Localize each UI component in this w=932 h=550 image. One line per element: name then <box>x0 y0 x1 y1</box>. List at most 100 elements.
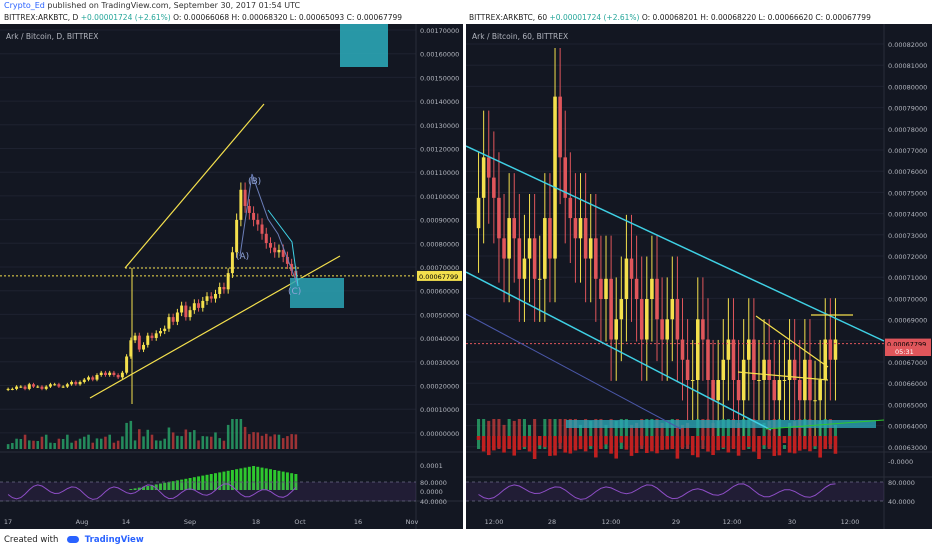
right-candle-body <box>599 278 603 300</box>
left-volume-bar <box>19 439 23 449</box>
right-volume-bar <box>522 419 526 449</box>
left-volume-bar <box>184 429 188 449</box>
right-candle-body <box>787 359 792 381</box>
right-histogram-bar <box>497 436 501 448</box>
right-histogram-bar <box>517 436 522 450</box>
right-price-label: 0.00082000 <box>888 41 927 49</box>
right-candle-body <box>706 339 710 381</box>
right-histogram-bar <box>650 436 654 452</box>
left-candle-body <box>44 386 48 389</box>
left-candle-body <box>48 384 52 387</box>
left-candle-body <box>264 233 268 244</box>
right-candle-body <box>481 157 486 198</box>
left-volume-bar <box>108 434 111 449</box>
left-volume-bar <box>121 436 124 449</box>
left-candle-body <box>120 372 124 378</box>
left-histogram-bar <box>243 467 247 490</box>
left-last-price-label: 0.00067799 <box>419 273 458 281</box>
right-volume-bar <box>609 419 613 449</box>
right-volume-bar <box>696 419 700 449</box>
right-candle-body <box>573 218 578 239</box>
left-volume-bar <box>264 433 268 449</box>
right-volume-bar <box>640 419 644 449</box>
left-wave-label: (C) <box>288 287 301 297</box>
right-candle-body <box>813 400 817 402</box>
left-time-label: 18 <box>252 518 260 526</box>
right-price-label: 0.00073000 <box>888 232 927 240</box>
right-candle-body <box>497 197 501 239</box>
left-candle-body <box>116 375 120 378</box>
left-rsi-label: 80.0000 <box>420 479 447 487</box>
left-time-label: Aug <box>76 518 89 526</box>
left-histogram-bar <box>260 467 264 490</box>
left-candle-body <box>184 305 188 318</box>
right-volume-bar <box>517 419 521 449</box>
right-chart-svg[interactable]: 0.00082000 0.00081000 0.00080000 0.00079000… <box>465 24 932 547</box>
right-histogram-bar <box>782 436 787 444</box>
right-histogram-bar <box>777 436 782 456</box>
right-last-price-tag <box>885 338 931 349</box>
right-low: L: 0.00066620 <box>758 13 813 22</box>
left-histogram-bar <box>163 482 167 490</box>
right-candle-body <box>818 380 822 401</box>
left-high: H: 0.00068320 <box>231 13 288 22</box>
right-volume-bar <box>619 419 623 449</box>
right-histogram-bar <box>624 436 629 450</box>
right-histogram-bar <box>828 436 833 445</box>
right-rsi-line <box>478 483 836 500</box>
right-histogram-bar <box>726 436 731 453</box>
left-volume-bar <box>167 427 171 449</box>
left-histogram-bar <box>175 480 179 490</box>
right-histogram-bar <box>716 436 720 451</box>
tradingview-brand[interactable]: TradingView <box>84 535 144 545</box>
left-osc-label: 0.0001 <box>420 462 443 470</box>
left-volume-bar <box>36 441 40 449</box>
right-diagonal-line <box>465 313 682 430</box>
left-candle-body <box>252 212 256 220</box>
right-volume-bar <box>660 422 664 449</box>
left-candle-body <box>137 335 141 350</box>
publish-header: Crypto_Ed published on TradingView.com, … <box>0 0 932 12</box>
right-candle-body <box>655 278 659 320</box>
right-candle-body <box>833 339 838 360</box>
right-candle-body <box>512 218 517 239</box>
left-time-label: Nov <box>406 518 419 526</box>
left-volume-bar <box>28 440 31 449</box>
left-volume-bar <box>226 424 230 449</box>
left-chart-title: Ark / Bitcoin, D, BITTREX <box>6 32 98 41</box>
right-histogram-bar <box>629 436 634 456</box>
right-volume-bar <box>512 420 516 449</box>
left-candle-body <box>108 372 112 376</box>
left-volume-bar <box>193 430 196 449</box>
left-candle-body <box>222 287 226 290</box>
left-volume-bar <box>6 444 10 449</box>
right-price-label: 0.00078000 <box>888 126 927 134</box>
created-with-text: Created with <box>4 535 59 545</box>
right-histogram-bar <box>568 436 573 454</box>
left-osc-label: 0.0000 <box>420 488 443 496</box>
left-volume-bar <box>286 436 289 449</box>
left-candle-body <box>290 263 294 271</box>
left-volume-bar <box>218 438 221 449</box>
right-histogram-bar <box>583 436 588 452</box>
left-volume-bar <box>235 419 238 449</box>
right-candle-body <box>792 359 797 381</box>
left-chart-svg[interactable]: 0.00170000 0.00160000 0.00150000 0.00140000… <box>0 24 463 547</box>
left-volume-bar <box>294 434 298 449</box>
left-histogram-bar <box>137 487 141 490</box>
left-candle-body <box>129 340 133 357</box>
right-volume-bar <box>599 419 603 449</box>
left-volume-bar <box>281 438 285 449</box>
left-volume-bar <box>252 432 255 449</box>
right-volume-bar <box>675 419 679 449</box>
right-chart-panel[interactable]: 0.00082000 0.00081000 0.00080000 0.00079000… <box>465 24 932 547</box>
left-candle-body <box>175 312 179 322</box>
right-histogram-bar <box>696 436 700 458</box>
left-candle-body <box>188 310 192 318</box>
left-volume-bar <box>11 443 14 449</box>
author-link[interactable]: Crypto_Ed <box>4 1 45 10</box>
left-chart-panel[interactable]: 0.00170000 0.00160000 0.00150000 0.00140000… <box>0 24 463 547</box>
left-volume-bar <box>49 442 52 449</box>
right-candle-body <box>578 218 583 239</box>
right-histogram-bar <box>787 436 792 453</box>
